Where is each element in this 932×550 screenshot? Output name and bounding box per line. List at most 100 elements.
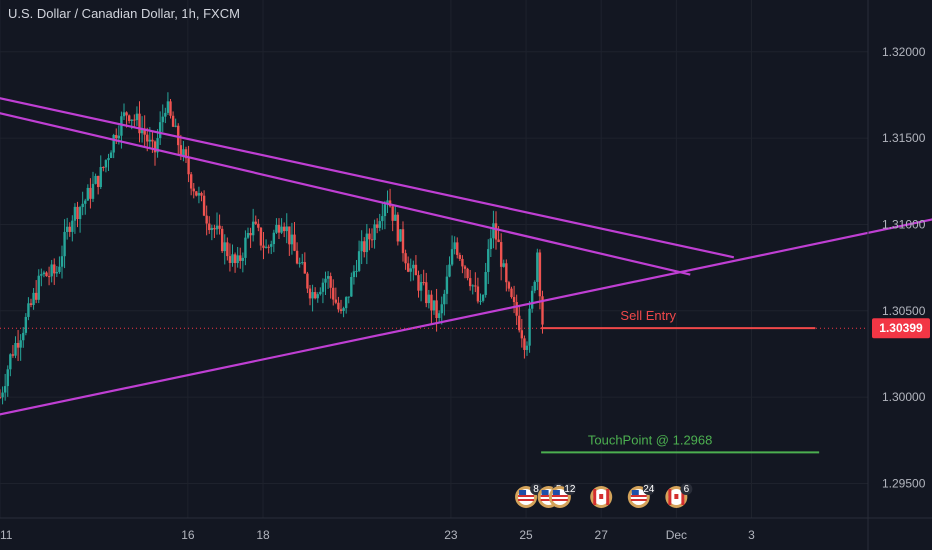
- candle-body: [166, 101, 170, 113]
- candle-body: [443, 293, 446, 305]
- candle-body: [523, 338, 526, 350]
- candle-body: [50, 264, 53, 277]
- candle-body: [146, 134, 149, 142]
- candle-body: [363, 241, 366, 253]
- candle-body: [324, 278, 327, 283]
- grid: [0, 0, 868, 518]
- candle-body: [151, 139, 154, 142]
- candle-body: [347, 296, 350, 298]
- candle-body: [60, 256, 64, 267]
- candle-body: [156, 138, 159, 153]
- candle-body: [510, 288, 513, 298]
- candle-body: [161, 116, 164, 123]
- candle-body: [220, 228, 224, 252]
- candle-body: [370, 239, 374, 241]
- candle-body: [476, 286, 480, 302]
- candle-body: [541, 296, 544, 325]
- candle-body: [264, 246, 268, 248]
- ca-flag-bar-icon: [606, 489, 610, 505]
- current-price-badge[interactable]: [872, 318, 930, 339]
- event-count-label: 6: [684, 484, 690, 495]
- candle-body: [267, 246, 270, 248]
- candle-body: [84, 200, 87, 204]
- candle-body: [280, 226, 283, 233]
- candle-body: [120, 116, 123, 136]
- event-count-label: 12: [564, 484, 576, 495]
- candle-body: [53, 264, 56, 274]
- candle-body: [187, 158, 190, 175]
- candle-body: [236, 255, 239, 264]
- candle-body: [96, 175, 100, 187]
- price-tick-label: 1.30500: [882, 304, 926, 318]
- event-count-label: 8: [533, 484, 539, 495]
- candle-body: [487, 249, 490, 272]
- candle-body: [344, 297, 348, 309]
- candle-body: [29, 303, 33, 305]
- candle-body: [430, 294, 433, 311]
- time-tick-label: 23: [444, 528, 458, 542]
- candle-body: [78, 207, 82, 220]
- candle-body: [507, 282, 511, 289]
- horizontal-levels[interactable]: 1.30399 Sell Entry TouchPoint @ 1.2968: [0, 308, 930, 454]
- event-flag-us[interactable]: 24: [627, 483, 655, 508]
- event-flag-ca[interactable]: [590, 486, 613, 508]
- event-flag-us[interactable]: 8: [515, 483, 543, 508]
- candle-body: [282, 226, 286, 232]
- candle-body: [458, 254, 462, 259]
- candle-body: [63, 231, 66, 257]
- candle-body: [270, 244, 273, 247]
- candle-body: [11, 354, 15, 356]
- candle-body: [481, 294, 485, 301]
- candle-body: [246, 232, 250, 238]
- candle-body: [489, 238, 493, 250]
- event-flag-ca[interactable]: 6: [665, 483, 693, 508]
- event-count-badge: [680, 483, 693, 495]
- candle-body: [479, 300, 482, 302]
- candle-body: [419, 282, 423, 291]
- candle-body: [337, 302, 340, 310]
- candle-body: [437, 313, 441, 319]
- us-flag-stripe-icon: [630, 495, 647, 497]
- candle-body: [91, 183, 95, 199]
- candle-body: [76, 206, 79, 220]
- candle-body: [34, 292, 38, 300]
- candle-body: [140, 128, 144, 134]
- candle-body: [350, 277, 353, 297]
- candle-body: [143, 128, 146, 135]
- candle-body: [130, 119, 133, 121]
- candle-body: [298, 262, 301, 264]
- candle-body: [530, 290, 534, 309]
- time-tick-label: 25: [519, 528, 533, 542]
- candle-body: [368, 233, 371, 240]
- candle-body: [352, 271, 356, 278]
- candle-body: [448, 264, 451, 277]
- economic-events[interactable]: 8512246: [515, 483, 693, 508]
- trendline-upper-channel-top[interactable]: [0, 85, 735, 259]
- candle-body: [0, 397, 2, 399]
- event-flag-us[interactable]: 12: [548, 483, 576, 508]
- candle-body: [86, 187, 90, 201]
- candle-body: [109, 152, 113, 159]
- candle-body: [463, 266, 467, 269]
- candle-body: [153, 141, 157, 153]
- time-tick-label: Dec: [666, 528, 687, 542]
- candle-body: [275, 224, 278, 233]
- candle-body: [231, 254, 234, 263]
- candle-body: [102, 167, 105, 169]
- sell-level-label: Sell Entry: [620, 308, 676, 323]
- candle-body: [179, 145, 183, 156]
- candle-body: [357, 251, 361, 271]
- candle-body: [171, 115, 175, 127]
- candle-body: [135, 113, 139, 121]
- candle-body: [133, 119, 136, 121]
- ca-flag-bar-icon: [593, 489, 597, 505]
- candle-body: [518, 315, 521, 331]
- trendline-upper-channel-bottom[interactable]: [0, 97, 691, 276]
- candle-body: [512, 297, 516, 303]
- candle-body: [158, 122, 162, 139]
- candle-body: [32, 292, 35, 305]
- candle-body: [461, 258, 464, 267]
- candle-body: [24, 316, 28, 333]
